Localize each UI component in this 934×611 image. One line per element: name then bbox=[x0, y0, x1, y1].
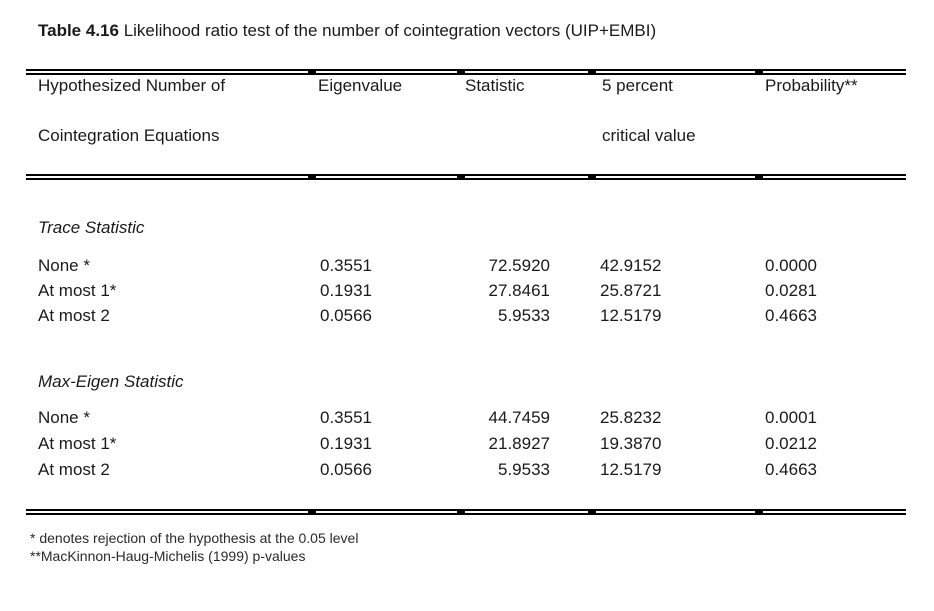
cell-statistic: 5.9533 bbox=[498, 306, 550, 325]
cell-hypothesis: At most 2 bbox=[38, 306, 110, 325]
cell-eigenvalue: 0.3551 bbox=[320, 408, 372, 427]
column-tick bbox=[457, 509, 465, 515]
footnote-rejection: * denotes rejection of the hypothesis at… bbox=[30, 530, 359, 546]
cell-eigenvalue: 0.1931 bbox=[320, 281, 372, 300]
column-tick bbox=[457, 174, 465, 180]
header-row-1: Hypothesized Number of Eigenvalue Statis… bbox=[26, 76, 906, 96]
cell-hypothesis: At most 1* bbox=[38, 434, 117, 453]
section-label-trace: Trace Statistic bbox=[38, 218, 145, 237]
cell-statistic: 21.8927 bbox=[488, 434, 550, 453]
column-tick bbox=[588, 174, 596, 180]
column-tick bbox=[755, 69, 763, 75]
cell-critical-value: 12.5179 bbox=[600, 306, 662, 325]
column-tick bbox=[588, 69, 596, 75]
cell-critical-value: 25.8721 bbox=[600, 281, 662, 300]
cell-statistic: 72.5920 bbox=[488, 256, 550, 275]
cell-probability: 0.4663 bbox=[765, 460, 817, 479]
table-row: At most 1* 0.1931 21.8927 19.3870 0.0212 bbox=[26, 434, 906, 454]
header-hypothesized: Hypothesized Number of bbox=[38, 76, 226, 95]
cell-probability: 0.0000 bbox=[765, 256, 817, 275]
table-row: None * 0.3551 72.5920 42.9152 0.0000 bbox=[26, 256, 906, 276]
column-tick bbox=[755, 509, 763, 515]
column-tick bbox=[755, 174, 763, 180]
cell-eigenvalue: 0.0566 bbox=[320, 306, 372, 325]
table-caption: Table 4.16 Likelihood ratio test of the … bbox=[38, 21, 918, 41]
column-tick bbox=[588, 509, 596, 515]
cell-probability: 0.0281 bbox=[765, 281, 817, 300]
table-header-rule bbox=[26, 174, 906, 180]
cell-hypothesis: None * bbox=[38, 408, 90, 427]
cell-critical-value: 25.8232 bbox=[600, 408, 662, 427]
table-caption-text: Likelihood ratio test of the number of c… bbox=[123, 21, 657, 40]
header-row-2: Cointegration Equations critical value bbox=[26, 126, 906, 146]
header-empty bbox=[457, 126, 588, 146]
cell-statistic: 44.7459 bbox=[488, 408, 550, 427]
table-top-rule bbox=[26, 69, 906, 75]
cell-critical-value: 42.9152 bbox=[600, 256, 662, 275]
header-probability: Probability** bbox=[765, 76, 858, 95]
column-tick bbox=[308, 69, 316, 75]
header-empty bbox=[308, 126, 457, 146]
footnote-pvalues: **MacKinnon-Haug-Michelis (1999) p-value… bbox=[30, 548, 306, 564]
cell-probability: 0.0001 bbox=[765, 408, 817, 427]
cell-hypothesis: At most 2 bbox=[38, 460, 110, 479]
table-bottom-rule bbox=[26, 509, 906, 515]
cell-eigenvalue: 0.1931 bbox=[320, 434, 372, 453]
header-critical-2: critical value bbox=[602, 126, 696, 145]
section-label-max-eigen: Max-Eigen Statistic bbox=[38, 372, 184, 391]
header-eigenvalue: Eigenvalue bbox=[318, 76, 403, 95]
column-tick bbox=[457, 69, 465, 75]
cell-eigenvalue: 0.3551 bbox=[320, 256, 372, 275]
cell-statistic: 27.8461 bbox=[488, 281, 550, 300]
column-tick bbox=[308, 509, 316, 515]
table-row: At most 2 0.0566 5.9533 12.5179 0.4663 bbox=[26, 306, 906, 326]
header-empty bbox=[755, 126, 906, 146]
table-row: At most 1* 0.1931 27.8461 25.8721 0.0281 bbox=[26, 281, 906, 301]
cell-critical-value: 19.3870 bbox=[600, 434, 662, 453]
table-row: None * 0.3551 44.7459 25.8232 0.0001 bbox=[26, 408, 906, 428]
column-tick bbox=[308, 174, 316, 180]
cell-hypothesis: None * bbox=[38, 256, 90, 275]
cell-probability: 0.4663 bbox=[765, 306, 817, 325]
header-critical-1: 5 percent bbox=[602, 76, 673, 95]
cell-eigenvalue: 0.0566 bbox=[320, 460, 372, 479]
header-cointegration: Cointegration Equations bbox=[38, 126, 220, 145]
cell-hypothesis: At most 1* bbox=[38, 281, 117, 300]
table-row: At most 2 0.0566 5.9533 12.5179 0.4663 bbox=[26, 460, 906, 480]
cell-statistic: 5.9533 bbox=[498, 460, 550, 479]
cell-probability: 0.0212 bbox=[765, 434, 817, 453]
table-number: Table 4.16 bbox=[38, 21, 119, 40]
cell-critical-value: 12.5179 bbox=[600, 460, 662, 479]
header-statistic: Statistic bbox=[465, 76, 525, 95]
